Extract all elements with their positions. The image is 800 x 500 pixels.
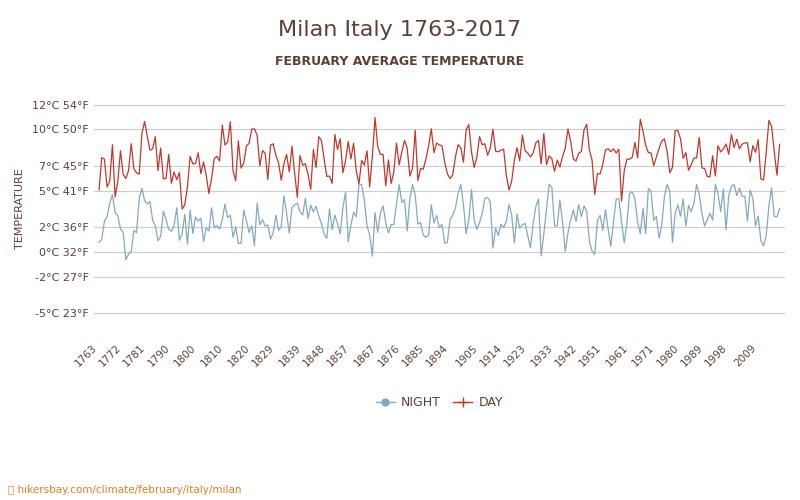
Text: Milan Italy 1763-2017: Milan Italy 1763-2017 <box>278 20 522 40</box>
Text: FEBRUARY AVERAGE TEMPERATURE: FEBRUARY AVERAGE TEMPERATURE <box>275 55 525 68</box>
Legend: NIGHT, DAY: NIGHT, DAY <box>371 392 508 414</box>
Y-axis label: TEMPERATURE: TEMPERATURE <box>15 168 25 250</box>
Text: 📍 hikersbay.com/climate/february/italy/milan: 📍 hikersbay.com/climate/february/italy/m… <box>8 485 242 495</box>
